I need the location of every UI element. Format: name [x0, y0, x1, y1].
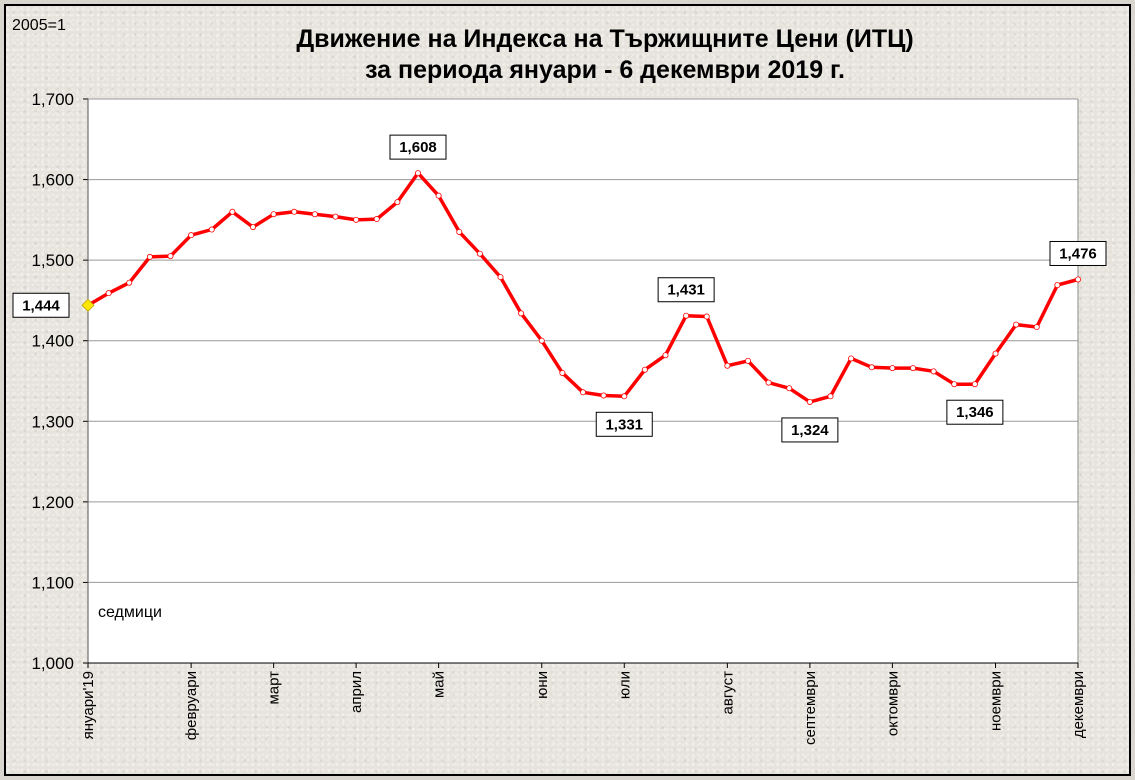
data-point — [208, 226, 215, 233]
data-point — [167, 253, 174, 260]
y-tick-label: 1,500 — [31, 251, 74, 270]
data-point — [868, 364, 875, 371]
data-point — [1054, 282, 1061, 289]
data-labels: 1,444 1,608 1,331 1,431 1,324 1,346 1,476 — [12, 134, 1107, 443]
data-point — [353, 216, 360, 223]
data-label: 1,331 — [605, 416, 643, 433]
data-point — [126, 279, 133, 286]
start-marker — [81, 298, 95, 312]
data-label-box — [1049, 240, 1107, 266]
data-label-box — [12, 292, 70, 318]
data-point — [538, 337, 545, 344]
x-tick-label: май — [431, 671, 448, 698]
data-point — [600, 392, 607, 399]
chart-subtitle: за периода януари - 6 декември 2019 г. — [365, 56, 845, 84]
x-tick-label: септември — [802, 671, 819, 745]
data-point — [414, 170, 421, 177]
y-tick-label: 1,000 — [31, 654, 74, 673]
data-point — [1013, 321, 1020, 328]
data-label: 1,324 — [791, 422, 829, 439]
data-label-box — [389, 134, 447, 160]
data-point — [662, 352, 669, 359]
data-point — [971, 381, 978, 388]
y-tick-label: 1,200 — [31, 493, 74, 512]
data-point — [456, 228, 463, 235]
data-label-box — [946, 399, 1004, 425]
data-point — [621, 393, 628, 400]
data-point — [951, 381, 958, 388]
data-label: 1,608 — [399, 139, 437, 156]
y-tick-label: 1,300 — [31, 412, 74, 431]
data-point — [270, 211, 277, 218]
data-point — [249, 224, 256, 231]
x-tick-label: април — [348, 671, 365, 713]
data-point — [559, 369, 566, 376]
data-label: 1,346 — [956, 404, 994, 421]
data-point — [394, 199, 401, 206]
data-point — [476, 250, 483, 257]
data-label: 1,476 — [1059, 245, 1097, 262]
x-tick-label: март — [266, 671, 283, 705]
data-point — [786, 385, 793, 392]
y-tick-label: 1,400 — [31, 332, 74, 351]
x-axis-label: седмици — [98, 604, 162, 621]
data-point — [373, 216, 380, 223]
data-point — [188, 232, 195, 239]
x-tick-label: август — [719, 671, 736, 715]
x-axis: януари'19 февруари март април май юни юли авгус… — [80, 662, 1087, 745]
base-note: 2005=1 — [12, 17, 66, 34]
data-point — [848, 355, 855, 362]
x-tick-label: юни — [534, 671, 551, 699]
data-label-box — [657, 277, 715, 303]
chart-title: Движение на Индекса на Тържищните Цени (… — [296, 25, 913, 53]
data-point — [580, 389, 587, 396]
data-point — [229, 208, 236, 215]
plot-background — [88, 99, 1078, 663]
data-point — [889, 365, 896, 372]
y-axis: 1,000 1,100 1,200 1,300 1,400 1,500 1,600 1,700 — [31, 90, 1079, 673]
y-tick-label: 1,700 — [31, 90, 74, 109]
data-point — [146, 253, 153, 260]
data-point — [827, 393, 834, 400]
data-point — [745, 357, 752, 364]
data-point — [930, 368, 937, 375]
x-tick-label: октомври — [884, 671, 901, 736]
gridlines — [88, 98, 1078, 663]
x-tick-label: юли — [616, 671, 633, 699]
series-index — [81, 170, 1082, 405]
y-tick-label: 1,600 — [31, 171, 74, 190]
y-tick-label: 1,100 — [31, 573, 74, 592]
data-point — [641, 366, 648, 373]
data-point — [1075, 276, 1082, 283]
data-point — [806, 398, 813, 405]
data-label-box — [781, 417, 839, 443]
data-point — [992, 350, 999, 357]
data-point — [703, 313, 710, 320]
data-point — [683, 312, 690, 319]
data-point — [1033, 324, 1040, 331]
data-point — [435, 192, 442, 199]
x-tick-label: ноември — [988, 671, 1005, 731]
data-point — [332, 213, 339, 220]
data-point — [724, 362, 731, 369]
data-point — [311, 211, 318, 218]
data-point — [910, 365, 917, 372]
x-tick-label: януари'19 — [80, 671, 97, 739]
data-point — [105, 290, 112, 297]
data-label: 1,431 — [667, 282, 705, 299]
data-point — [765, 379, 772, 386]
data-label: 1,444 — [22, 297, 60, 314]
data-label-box — [595, 411, 653, 437]
x-tick-label: декември — [1070, 671, 1087, 738]
data-point — [291, 208, 298, 215]
x-tick-label: февруари — [183, 671, 200, 740]
data-point — [497, 274, 504, 281]
data-point — [518, 310, 525, 317]
